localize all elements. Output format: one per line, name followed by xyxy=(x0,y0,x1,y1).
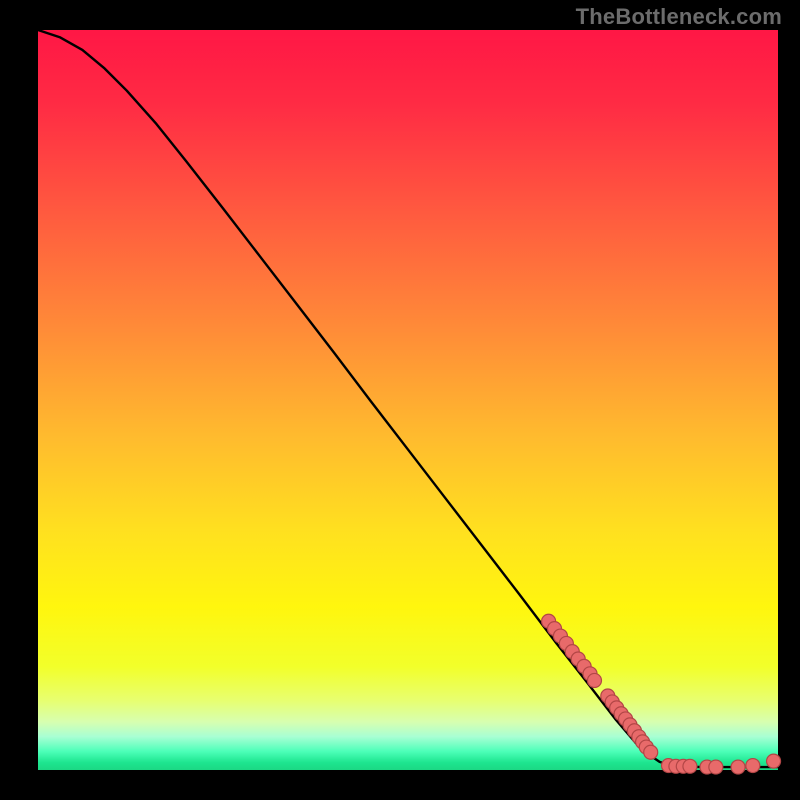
data-point xyxy=(767,754,781,768)
plot-background xyxy=(38,30,778,770)
data-point xyxy=(587,673,601,687)
data-point xyxy=(731,760,745,774)
data-point xyxy=(746,759,760,773)
watermark-text: TheBottleneck.com xyxy=(576,4,782,30)
data-point xyxy=(683,759,697,773)
data-point xyxy=(644,745,658,759)
chart-container: TheBottleneck.com xyxy=(0,0,800,800)
data-point xyxy=(709,760,723,774)
chart-svg xyxy=(0,0,800,800)
